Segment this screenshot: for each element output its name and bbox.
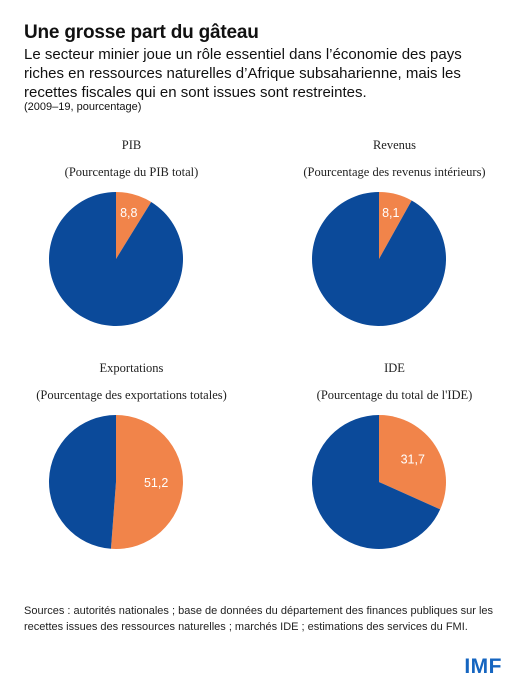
pie-slice-highlight [116, 192, 152, 259]
panel-subtitle: (Pourcentage du total de l'IDE) [316, 388, 473, 402]
panel-subtitle: (Pourcentage des exportations totales) [36, 388, 227, 402]
pie-slice-highlight [379, 415, 446, 510]
pie-slice-highlight [110, 415, 183, 549]
panel-title: Exportations [99, 361, 164, 375]
slice-data-label: 51,2 [144, 476, 168, 490]
pie-chart-exportations: 51,2 [48, 415, 183, 549]
panel-title: PIB [121, 138, 142, 152]
chart-title: Une grosse part du gâteau [24, 22, 259, 43]
panel-subtitle: (Pourcentage du PIB total) [64, 165, 199, 179]
panel-subtitle: (Pourcentage des revenus intérieurs) [303, 165, 486, 179]
panel-title: IDE [384, 361, 405, 375]
sources-note: Sources : autorités nationales ; base de… [24, 605, 494, 633]
pie-chart-ide: 31,7 [311, 415, 446, 549]
pie-chart-pib: 8,8 [49, 192, 184, 326]
pie-panel-ide: IDE (Pourcentage du total de l'IDE) 31,7 [263, 361, 526, 586]
pie-slice-highlight [379, 192, 412, 259]
pie-panel-pib: PIB (Pourcentage du PIB total) 8,8 [0, 138, 263, 363]
pie-slice-rest [49, 192, 184, 326]
slice-data-label: 8,1 [382, 206, 399, 220]
pie-panel-revenus: Revenus (Pourcentage des revenus intérie… [263, 138, 526, 363]
pie-slice-rest [312, 192, 447, 326]
pie-slice-rest [311, 415, 441, 549]
imf-logo: IMF [464, 655, 502, 678]
pie-panel-exportations: Exportations (Pourcentage des exportatio… [0, 361, 263, 586]
chart-subtitle: Le secteur minier joue un rôle essentiel… [24, 46, 462, 101]
panel-title: Revenus [372, 138, 417, 152]
slice-data-label: 8,8 [120, 206, 137, 220]
pie-slice-rest [48, 415, 117, 549]
slice-data-label: 31,7 [401, 452, 425, 466]
pie-chart-revenus: 8,1 [312, 192, 447, 326]
unit-note: (2009–19, pourcentage) [24, 101, 142, 113]
